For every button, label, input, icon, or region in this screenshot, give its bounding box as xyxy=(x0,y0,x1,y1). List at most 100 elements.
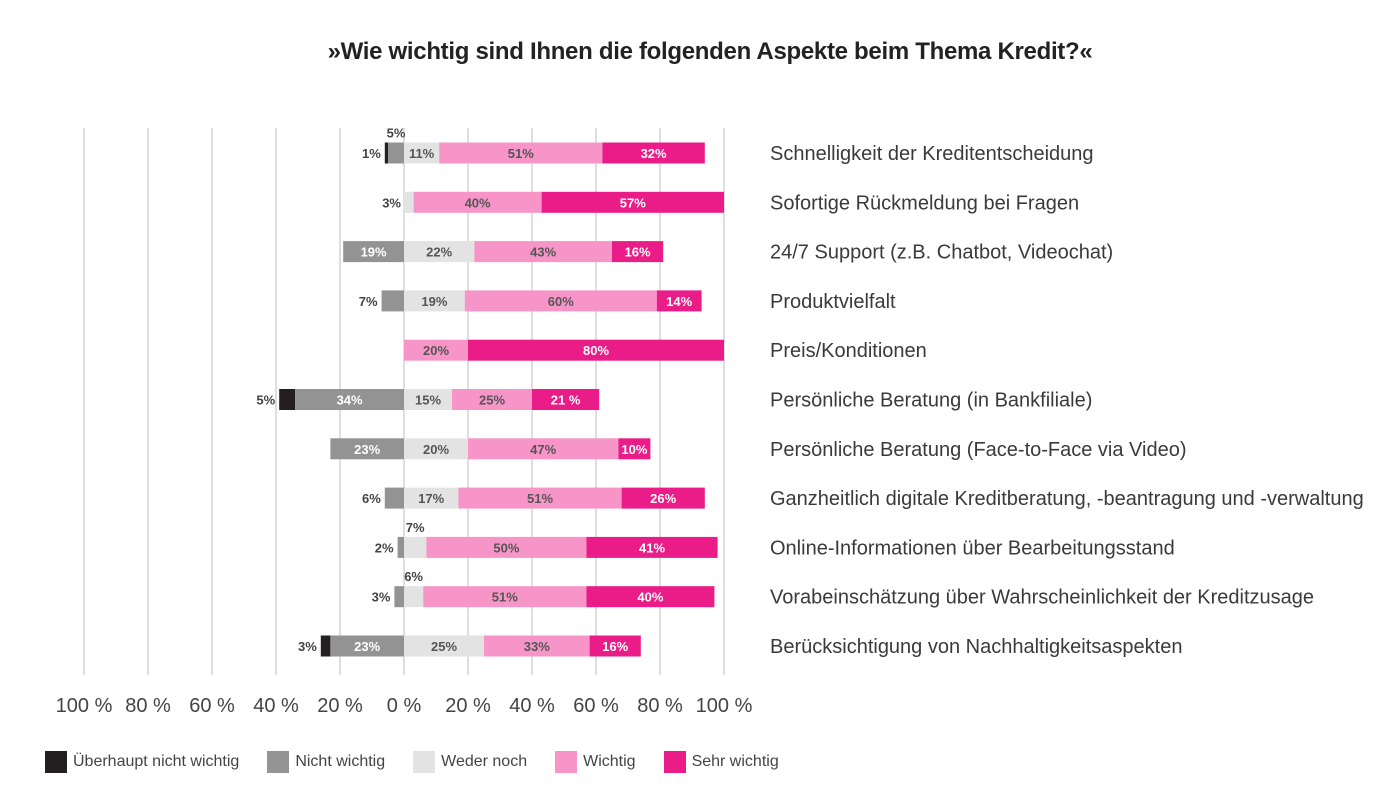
x-tick-label: 100 % xyxy=(696,695,753,717)
bar-segment xyxy=(439,142,603,164)
value-label: 41% xyxy=(639,540,665,555)
bar-segment xyxy=(586,536,718,558)
value-label: 26% xyxy=(650,491,676,506)
value-label: 40% xyxy=(465,195,491,210)
chart-legend: Überhaupt nicht wichtig Nicht wichtig Wede… xyxy=(45,750,807,774)
bar-segment xyxy=(452,389,532,410)
bar-segment xyxy=(404,290,465,312)
category-label: Persönliche Beratung (in Bankfiliale) xyxy=(770,390,1092,412)
legend-label: Nicht wichtig xyxy=(295,753,386,770)
value-label: 6% xyxy=(404,569,423,584)
category-label: Online-Informationen über Bearbeitungsst… xyxy=(770,537,1175,559)
bar-segment xyxy=(612,241,664,263)
value-label: 25% xyxy=(431,639,457,654)
value-label: 17% xyxy=(418,491,444,506)
x-tick-label: 20 % xyxy=(317,695,363,717)
x-tick-label: 80 % xyxy=(125,695,171,717)
x-tick-label: 40 % xyxy=(253,695,299,717)
bar-segment xyxy=(404,586,424,608)
value-label: 3% xyxy=(382,195,401,210)
value-label: 40% xyxy=(637,590,663,605)
bar-segment xyxy=(404,142,440,164)
value-label: 3% xyxy=(298,639,317,654)
bar-segment xyxy=(330,438,404,460)
value-label: 7% xyxy=(359,294,378,309)
bar-segment xyxy=(586,586,715,608)
bar-segment xyxy=(541,191,724,213)
bar-segment xyxy=(394,586,404,608)
bar-segments xyxy=(279,142,724,657)
x-tick-label: 80 % xyxy=(637,695,683,717)
bar-segment xyxy=(404,191,414,213)
value-label: 14% xyxy=(666,294,692,309)
bar-segment xyxy=(618,438,651,460)
x-tick-label: 0 % xyxy=(387,695,422,717)
bar-segment xyxy=(404,241,475,263)
legend-item: Nicht wichtig xyxy=(267,751,385,773)
value-label: 57% xyxy=(620,195,646,210)
legend-swatch xyxy=(45,751,67,773)
value-label: 5% xyxy=(256,393,275,408)
category-label: Vorabeinschätzung über Wahrscheinlichkei… xyxy=(770,587,1314,609)
x-axis-tick-labels: 100 % 80 % 60 % 40 % 20 % 0 % 20 % 40 % 60 % 80 %… xyxy=(56,695,753,717)
value-label: 20% xyxy=(423,343,449,358)
value-label: 80% xyxy=(583,343,609,358)
value-label: 50% xyxy=(493,540,519,555)
category-label: Produktvielfalt xyxy=(770,291,896,313)
x-tick-label: 60 % xyxy=(573,695,619,717)
bar-segment xyxy=(474,241,612,263)
legend-swatch xyxy=(413,751,436,773)
bar-segment xyxy=(404,487,459,509)
x-tick-label: 60 % xyxy=(189,695,235,717)
value-label: 21 % xyxy=(551,393,581,408)
value-label: 33% xyxy=(524,639,550,654)
bar-segment xyxy=(602,142,705,164)
value-label: 34% xyxy=(337,393,363,408)
category-label: Persönliche Beratung (Face-to-Face via V… xyxy=(770,439,1187,461)
bar-segment xyxy=(621,487,705,509)
chart-title: »Wie wichtig sind Ihnen die folgenden As… xyxy=(327,38,1093,65)
value-label: 11% xyxy=(409,146,435,161)
bar-segment xyxy=(426,536,587,558)
legend-label: Sehr wichtig xyxy=(691,753,779,770)
legend-item: Überhaupt nicht wichtig xyxy=(45,751,239,773)
value-label: 5% xyxy=(387,126,406,141)
value-label: 23% xyxy=(354,639,380,654)
value-label: 1% xyxy=(362,146,381,161)
legend-swatch xyxy=(267,751,290,773)
category-labels: Schnelligkeit der Kreditentscheidung Sofo… xyxy=(770,143,1364,658)
bar-segment xyxy=(532,389,600,410)
chart-plot: 51% 32%11%5%1%40% 57%3%43% 16%22%19%60% 14%1… xyxy=(56,126,1364,718)
value-label: 15% xyxy=(415,393,441,408)
category-label: Sofortige Rückmeldung bei Fragen xyxy=(770,192,1079,214)
value-label: 16% xyxy=(625,245,651,260)
category-label: 24/7 Support (z.B. Chatbot, Videochat) xyxy=(770,242,1113,264)
value-label: 60% xyxy=(548,294,574,309)
bar-segment xyxy=(404,536,427,558)
bar-segment xyxy=(458,487,622,509)
bar-segment xyxy=(404,635,484,657)
bar-segment xyxy=(388,142,404,164)
bar-segment xyxy=(484,635,590,657)
value-label: 16% xyxy=(602,639,628,654)
bar-segment xyxy=(330,635,404,657)
value-label: 43% xyxy=(530,245,556,260)
value-labels: 51% 32%11%5%1%40% 57%3%43% 16%22%19%60% 14%1… xyxy=(256,126,692,655)
bar-segment xyxy=(384,487,404,509)
value-label: 23% xyxy=(354,442,380,457)
legend-label: Weder noch xyxy=(441,753,528,770)
bar-segment xyxy=(320,635,331,657)
value-label: 51% xyxy=(492,590,518,605)
value-label: 3% xyxy=(372,590,391,605)
bar-segment xyxy=(404,339,468,361)
bar-segment xyxy=(464,290,657,312)
category-label: Berücksichtigung von Nachhaltigkeitsaspe… xyxy=(770,636,1182,658)
legend-label: Wichtig xyxy=(583,753,636,770)
value-label: 32% xyxy=(641,146,667,161)
bar-segment xyxy=(413,191,542,213)
value-label: 25% xyxy=(479,393,505,408)
value-label: 51% xyxy=(508,146,534,161)
x-tick-label: 40 % xyxy=(509,695,555,717)
value-label: 10% xyxy=(621,442,647,457)
category-label: Preis/Konditionen xyxy=(770,340,927,362)
